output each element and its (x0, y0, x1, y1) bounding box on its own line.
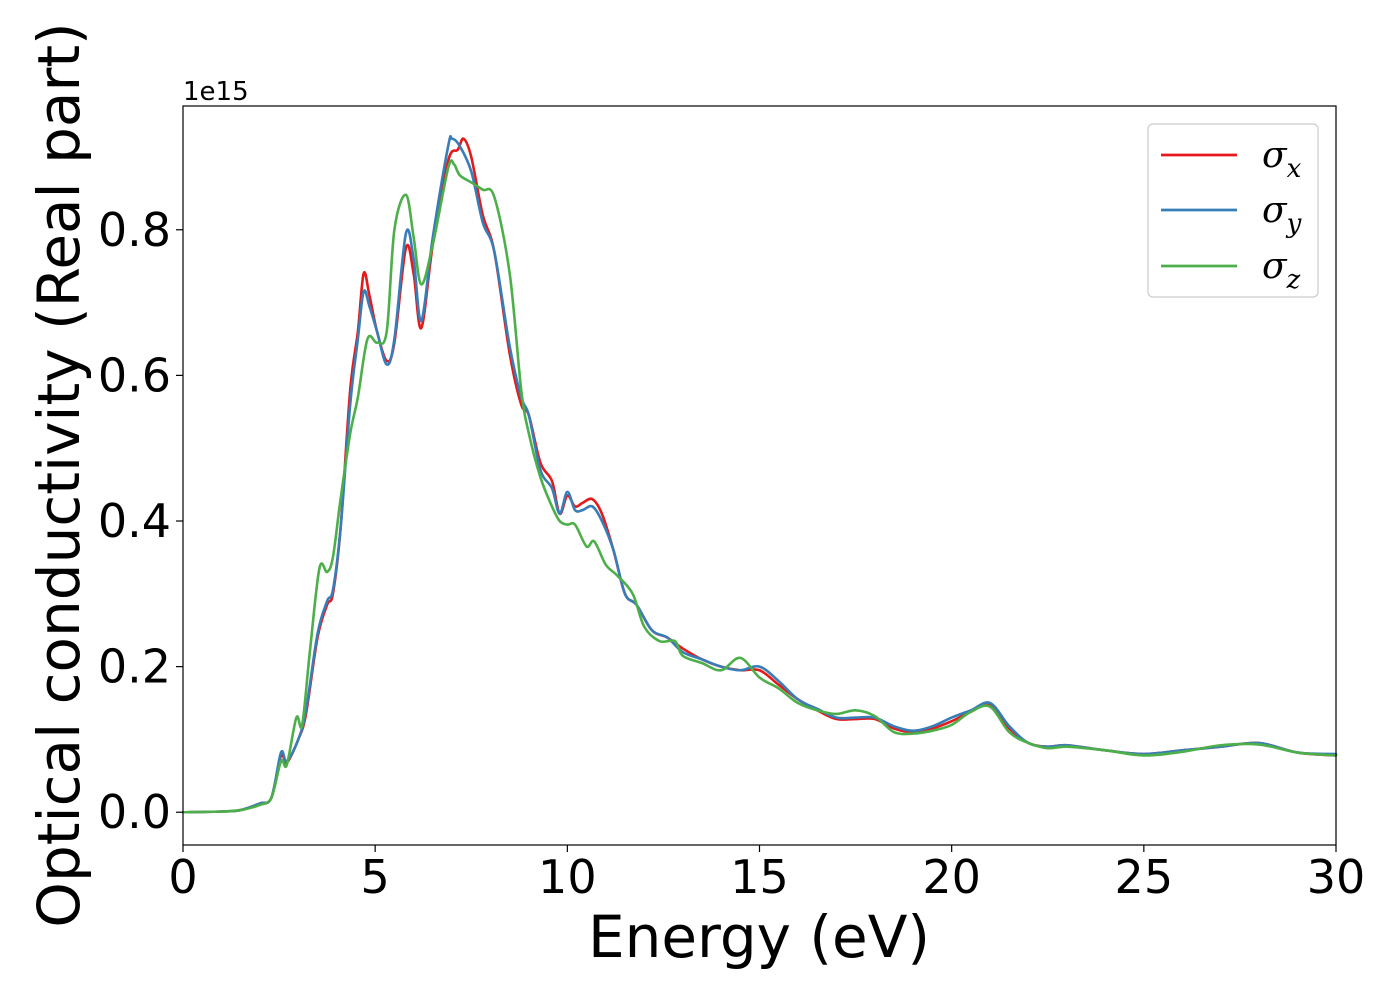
x-tick-label: 5 (361, 850, 390, 904)
series-line-y (181, 134, 1338, 814)
y-tick-label: 0.4 (98, 494, 171, 548)
legend: σx σy σz (1147, 123, 1319, 298)
x-tick-label: 15 (730, 850, 789, 904)
x-tick-label: 10 (538, 850, 597, 904)
series-line-z (181, 159, 1338, 814)
y-tick-label: 0.2 (98, 640, 171, 694)
y-tick-label: 0.6 (98, 348, 171, 402)
x-tick-label: 0 (168, 850, 197, 904)
y-axis-title: Optical conductivity (Real part) (25, 22, 93, 927)
x-tick-label: 20 (922, 850, 981, 904)
y-tick-label: 0.8 (98, 203, 171, 257)
y-tick-label: 0.0 (98, 785, 171, 839)
y-offset-label: 1e15 (183, 77, 249, 107)
legend-label-y: σy (1262, 190, 1302, 239)
x-tick-label: 30 (1307, 850, 1366, 904)
y-axis-ticks: 0.0 0.2 0.4 0.6 0.8 (98, 203, 183, 839)
x-axis-title: Energy (eV) (588, 903, 930, 971)
legend-entries: σx σy σz (1161, 135, 1302, 295)
x-tick-label: 25 (1115, 850, 1174, 904)
x-axis-ticks: 0 5 10 15 20 25 30 (168, 845, 1365, 904)
legend-label-z: σz (1262, 246, 1301, 295)
series-layer (181, 134, 1338, 814)
legend-label-x: σx (1262, 135, 1302, 184)
